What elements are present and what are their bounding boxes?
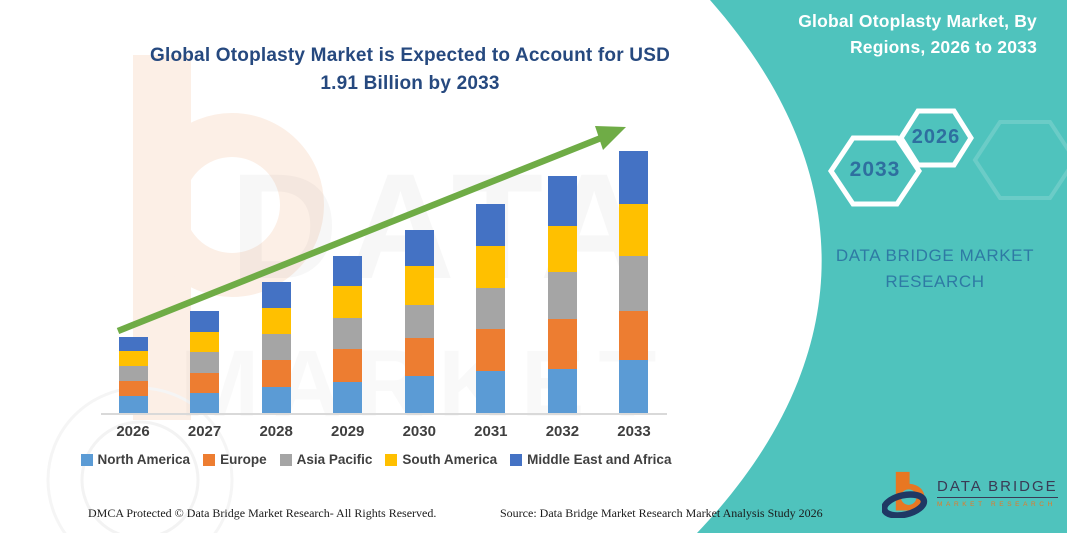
x-axis-label-2029: 2029 bbox=[331, 423, 365, 440]
bar-segment-2027-north-america bbox=[190, 393, 220, 414]
bar-segment-2029-north-america bbox=[333, 382, 363, 414]
legend-swatch bbox=[203, 453, 216, 466]
bar-segment-2031-asia-pacific bbox=[476, 287, 506, 329]
bar-segment-2031-north-america bbox=[476, 371, 506, 414]
bar-segment-2029-middle-east-and-africa bbox=[333, 255, 363, 287]
bar-segment-2026-south-america bbox=[118, 350, 148, 366]
hexagon-year-2026: 2026 bbox=[911, 126, 961, 148]
x-axis-label-2028: 2028 bbox=[259, 423, 293, 440]
hexagon-year-2033: 2033 bbox=[849, 158, 901, 181]
legend-label: Europe bbox=[220, 452, 267, 467]
bar-2031 bbox=[476, 203, 506, 414]
bar-segment-2032-south-america bbox=[547, 225, 577, 273]
logo-text: DATA BRIDGE MARKET RESEARCH bbox=[937, 478, 1058, 508]
legend-item-north-america: North America bbox=[80, 452, 191, 467]
bar-2026 bbox=[118, 337, 148, 414]
logo-subtitle: MARKET RESEARCH bbox=[937, 501, 1056, 508]
legend-swatch bbox=[510, 453, 523, 466]
bar-2028 bbox=[261, 282, 291, 414]
x-axis-label-2026: 2026 bbox=[116, 423, 150, 440]
bar-segment-2033-south-america bbox=[619, 203, 649, 256]
legend-label: Middle East and Africa bbox=[527, 452, 672, 467]
bar-2030 bbox=[404, 229, 434, 414]
x-axis-label-2030: 2030 bbox=[402, 423, 436, 440]
bar-segment-2027-south-america bbox=[190, 331, 220, 353]
legend: North America Europe Asia Pacific South Ame… bbox=[80, 452, 672, 467]
bar-segment-2028-south-america bbox=[261, 308, 291, 335]
bar-segment-2029-europe bbox=[333, 349, 363, 383]
data-bridge-logo: DATA BRIDGE MARKET RESEARCH bbox=[882, 468, 1058, 518]
bar-segment-2032-north-america bbox=[547, 368, 577, 414]
footer-dmca-text: DMCA Protected © Data Bridge Market Rese… bbox=[88, 506, 437, 520]
right-panel-title: Global Otoplasty Market, By Regions, 202… bbox=[798, 11, 1037, 58]
bar-segment-2032-middle-east-and-africa bbox=[547, 176, 577, 226]
hexagon-2033 bbox=[827, 135, 923, 207]
x-axis-label-2033: 2033 bbox=[617, 423, 651, 440]
legend-item-middle-east-and-africa: Middle East and Africa bbox=[510, 452, 671, 467]
bar-segment-2029-asia-pacific bbox=[333, 317, 363, 350]
legend-item-south-america: South America bbox=[385, 452, 497, 467]
legend-item-asia-pacific: Asia Pacific bbox=[279, 452, 373, 467]
bar-segment-2026-asia-pacific bbox=[118, 365, 148, 381]
legend-swatch bbox=[385, 453, 398, 466]
bar-segment-2027-asia-pacific bbox=[190, 352, 220, 373]
logo-title: DATA BRIDGE bbox=[937, 478, 1058, 498]
bar-2032 bbox=[547, 176, 577, 414]
bar-segment-2027-middle-east-and-africa bbox=[190, 310, 220, 332]
bar-segment-2033-north-america bbox=[619, 360, 649, 414]
legend-swatch bbox=[80, 453, 93, 466]
bar-segment-2032-europe bbox=[547, 319, 577, 369]
legend-label: North America bbox=[97, 452, 191, 467]
ghost-hexagon bbox=[972, 120, 1067, 200]
legend-label: Asia Pacific bbox=[296, 452, 373, 467]
bar-segment-2033-europe bbox=[619, 310, 649, 361]
x-axis-line bbox=[101, 413, 667, 415]
bar-segment-2030-north-america bbox=[404, 375, 434, 414]
bar-segment-2030-europe bbox=[404, 338, 434, 376]
bar-segment-2032-asia-pacific bbox=[547, 272, 577, 320]
legend-label: South America bbox=[402, 452, 498, 467]
bar-segment-2028-europe bbox=[261, 360, 291, 387]
legend-swatch bbox=[279, 453, 292, 466]
bar-2029 bbox=[333, 255, 363, 414]
bar-segment-2027-europe bbox=[190, 372, 220, 394]
bar-segment-2028-asia-pacific bbox=[261, 334, 291, 361]
teal-band bbox=[697, 0, 1067, 533]
bar-2033 bbox=[619, 151, 649, 414]
x-axis-label-2031: 2031 bbox=[474, 423, 508, 440]
bar-segment-2033-asia-pacific bbox=[619, 255, 649, 311]
bar-segment-2030-asia-pacific bbox=[404, 305, 434, 339]
bar-segment-2031-europe bbox=[476, 328, 506, 372]
brand-caption: DATA BRIDGE MARKET RESEARCH bbox=[835, 246, 1035, 291]
bar-segment-2031-south-america bbox=[476, 246, 506, 288]
bar-segment-2033-middle-east-and-africa bbox=[619, 151, 649, 204]
bar-segment-2026-europe bbox=[118, 381, 148, 397]
bar-2027 bbox=[190, 310, 220, 414]
footer-source-text: Source: Data Bridge Market Research Mark… bbox=[500, 506, 823, 520]
bar-segment-2026-north-america bbox=[118, 396, 148, 414]
bar-segment-2028-middle-east-and-africa bbox=[261, 282, 291, 309]
bar-segment-2026-middle-east-and-africa bbox=[118, 337, 148, 351]
bar-segment-2029-south-america bbox=[333, 286, 363, 318]
legend-item-europe: Europe bbox=[203, 452, 267, 467]
chart-title: Global Otoplasty Market is Expected to A… bbox=[149, 45, 670, 94]
data-bridge-logo-icon bbox=[882, 471, 928, 518]
bar-segment-2028-north-america bbox=[261, 386, 291, 414]
bar-segment-2030-south-america bbox=[404, 265, 434, 306]
x-axis-label-2027: 2027 bbox=[187, 423, 222, 440]
bar-segment-2031-middle-east-and-africa bbox=[476, 203, 506, 247]
bar-segment-2030-middle-east-and-africa bbox=[404, 229, 434, 266]
x-axis-label-2032: 2032 bbox=[545, 423, 580, 440]
